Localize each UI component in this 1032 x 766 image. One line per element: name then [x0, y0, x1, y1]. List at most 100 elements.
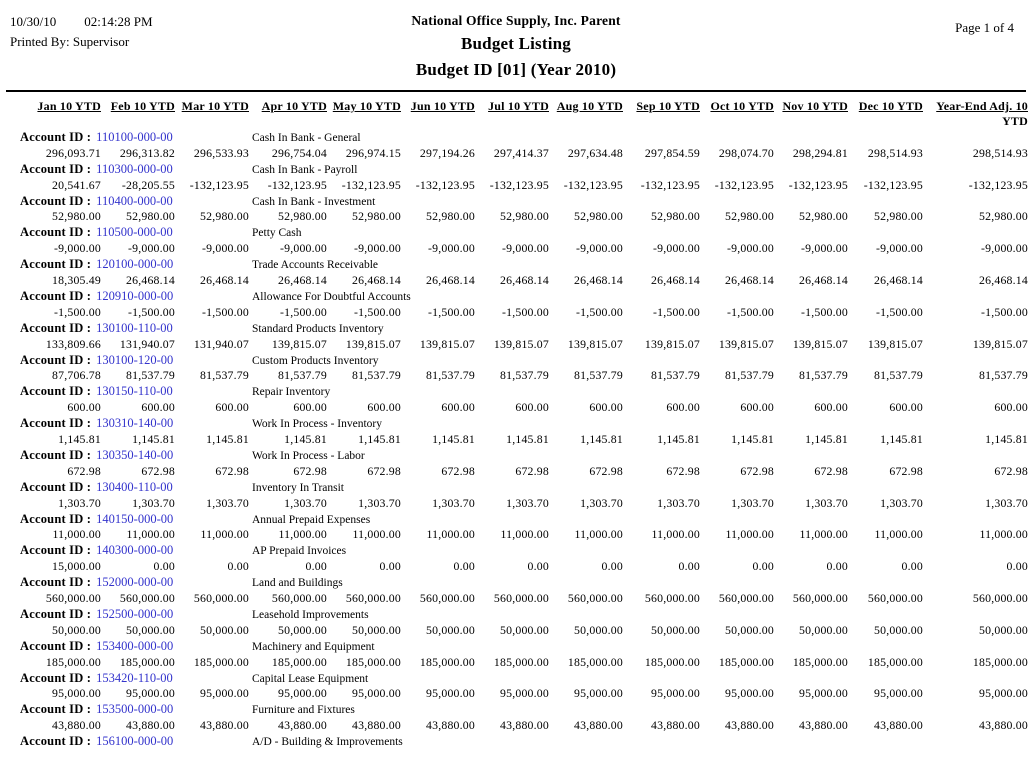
account-id-link[interactable]: 152500-000-00	[96, 606, 174, 621]
account-description: Work In Process - Labor	[252, 449, 365, 462]
print-date: 10/30/10	[10, 14, 57, 29]
value-cell: 139,815.07	[345, 336, 401, 351]
column-header-aug: Aug 10 YTD	[556, 99, 623, 113]
value-cell: 11,000.00	[126, 527, 175, 542]
account-id-link[interactable]: 130100-120-00	[96, 352, 174, 367]
column-header-jul: Jul 10 YTD	[488, 99, 549, 113]
value-cell: 600.00	[740, 400, 774, 415]
value-cell: 52,980.00	[126, 209, 175, 224]
account-description: Land and Buildings	[252, 577, 343, 590]
value-cell: -132,123.95	[341, 177, 401, 192]
account-id-link[interactable]: 110500-000-00	[96, 225, 173, 240]
value-cell: 1,303.70	[58, 495, 101, 510]
account-row: Account ID : 130100-110-00 Standard Produ…	[0, 321, 1032, 353]
value-cell: 43,880.00	[500, 718, 549, 733]
account-id-link[interactable]: 130310-140-00	[96, 416, 174, 431]
value-cell: 43,880.00	[799, 718, 848, 733]
account-id-link[interactable]: 140300-000-00	[96, 543, 174, 558]
value-cell: 560,000.00	[119, 590, 175, 605]
account-header-line: Account ID : 152000-000-00 Land and Build…	[0, 575, 1032, 591]
value-cell: 52,980.00	[426, 209, 475, 224]
account-row: Account ID : 153420-110-00 Capital Lease …	[0, 671, 1032, 703]
account-id-link[interactable]: 130100-110-00	[96, 320, 173, 335]
column-header-year-end-line1: Year-End Adj. 10	[936, 99, 1028, 113]
value-cell	[700, 750, 774, 766]
account-header-line: Account ID : 130400-110-00 Inventory In T…	[0, 480, 1032, 496]
account-id-link[interactable]: 152000-000-00	[96, 575, 174, 590]
account-row: Account ID : 156100-000-00 A/D - Building…	[0, 734, 1032, 766]
account-id-link[interactable]: 110300-000-00	[96, 161, 173, 176]
value-cell: 20,541.67	[52, 177, 101, 192]
account-id-label: Account ID :	[20, 225, 92, 240]
report-header: 10/30/10 02:14:28 PM Printed By: Supervis…	[0, 0, 1032, 90]
column-header-dec: Dec 10 YTD	[858, 99, 923, 113]
value-cell	[623, 750, 700, 766]
account-row: Account ID : 120100-000-00 Trade Accounts…	[0, 257, 1032, 289]
value-cell: 43,880.00	[352, 718, 401, 733]
account-values-row: 52,980.00 52,980.00 52,980.00 52,980.00 52,9…	[0, 209, 1028, 225]
value-cell: 600.00	[215, 400, 249, 415]
value-cell: 26,468.14	[126, 272, 175, 287]
account-id-link[interactable]: 156100-000-00	[96, 734, 174, 749]
account-id-link[interactable]: 130150-110-00	[96, 384, 173, 399]
value-cell: -1,500.00	[575, 304, 623, 319]
value-cell: 1,145.81	[657, 431, 700, 446]
value-cell: 139,815.07	[493, 336, 549, 351]
value-cell: 560,000.00	[419, 590, 475, 605]
account-values-row: 185,000.00 185,000.00 185,000.00 185,000.00…	[0, 655, 1028, 671]
account-id-link[interactable]: 130350-140-00	[96, 447, 174, 462]
value-cell: 0.00	[305, 559, 327, 574]
column-header-may: May 10 YTD	[332, 99, 401, 113]
account-id-link[interactable]: 140150-000-00	[96, 511, 174, 526]
value-cell: 52,980.00	[725, 209, 774, 224]
value-cell: 52,980.00	[52, 209, 101, 224]
account-id-link[interactable]: 153400-000-00	[96, 638, 174, 653]
value-cell: 185,000.00	[718, 654, 774, 669]
value-cell: -1,500.00	[353, 304, 401, 319]
value-cell: 43,880.00	[52, 718, 101, 733]
value-cell: -9,000.00	[575, 241, 623, 256]
account-id-link[interactable]: 153420-110-00	[96, 670, 173, 685]
value-cell: 95,000.00	[200, 686, 249, 701]
account-id-link[interactable]: 153500-000-00	[96, 702, 174, 717]
value-cell: 1,303.70	[580, 495, 623, 510]
account-row: Account ID : 130350-140-00 Work In Proces…	[0, 448, 1032, 480]
value-cell: 296,533.93	[193, 145, 249, 160]
value-cell: 139,815.07	[718, 336, 774, 351]
account-id-link[interactable]: 120910-000-00	[96, 288, 174, 303]
account-id-label: Account ID :	[20, 257, 92, 272]
account-row: Account ID : 110100-000-00 Cash In Bank -…	[0, 130, 1032, 162]
account-id-label: Account ID :	[20, 734, 92, 749]
account-id-link[interactable]: 130400-110-00	[96, 479, 173, 494]
value-cell: 50,000.00	[799, 622, 848, 637]
value-cell: 560,000.00	[271, 590, 327, 605]
account-id-link[interactable]: 110400-000-00	[96, 193, 173, 208]
value-cell: 1,145.81	[132, 431, 175, 446]
value-cell: 560,000.00	[45, 590, 101, 605]
value-cell: 52,980.00	[278, 209, 327, 224]
value-cell: -1,500.00	[127, 304, 175, 319]
value-cell: 11,000.00	[725, 527, 774, 542]
value-cell: 298,514.93	[867, 145, 923, 160]
value-cell: 1,145.81	[206, 431, 249, 446]
account-row: Account ID : 130310-140-00 Work In Proces…	[0, 416, 1032, 448]
value-cell: 560,000.00	[792, 590, 848, 605]
value-cell: 52,980.00	[200, 209, 249, 224]
account-description: Custom Products Inventory	[252, 354, 379, 367]
account-id-label: Account ID :	[20, 543, 92, 558]
account-description: Petty Cash	[252, 227, 302, 240]
value-cell: -132,123.95	[640, 177, 700, 192]
account-id-link[interactable]: 120100-000-00	[96, 257, 174, 272]
value-cell: 11,000.00	[979, 527, 1028, 542]
value-cell: 52,980.00	[979, 209, 1028, 224]
value-cell: 139,815.07	[567, 336, 623, 351]
value-cell: 50,000.00	[651, 622, 700, 637]
value-cell: 50,000.00	[352, 622, 401, 637]
value-cell: 560,000.00	[493, 590, 549, 605]
account-header-line: Account ID : 130100-110-00 Standard Produ…	[0, 321, 1032, 337]
value-cell: 600.00	[141, 400, 175, 415]
account-id-link[interactable]: 110100-000-00	[96, 130, 173, 144]
value-cell: 672.98	[293, 463, 327, 478]
value-cell	[549, 750, 623, 766]
value-cell: -9,000.00	[652, 241, 700, 256]
